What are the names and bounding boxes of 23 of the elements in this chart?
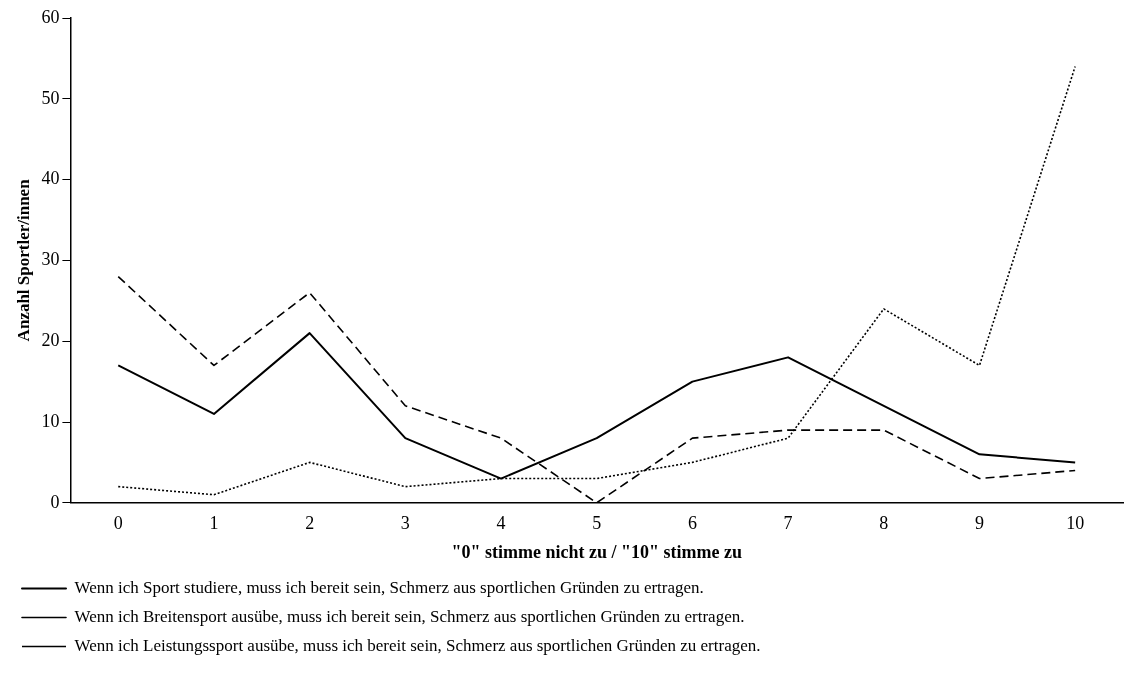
x-tick-label: 5 [592, 513, 602, 534]
legend-label: Wenn ich Breitensport ausübe, muss ich bereit sein, Schmerz aus sportlichen Gründen zu ertragen. [74, 606, 745, 626]
y-tick-label: 0 [50, 491, 60, 512]
x-tick-label: 10 [1066, 513, 1085, 534]
x-tick-label: 8 [879, 513, 889, 534]
legend-label: Wenn ich Sport studiere, muss ich bereit sein, Schmerz aus sportlichen Gründen zu ertragen. [74, 577, 704, 597]
x-tick-label: 1 [209, 513, 219, 534]
y-axis-title: Anzahl Sportler/innen [13, 178, 33, 342]
y-tick-label: 30 [41, 249, 60, 270]
x-axis-title: "0" stimme nicht zu / "10" stimme zu [451, 541, 742, 562]
x-tick-label: 9 [974, 513, 984, 534]
x-tick-label: 6 [687, 513, 697, 534]
x-tick-label: 7 [783, 513, 793, 534]
legend-label: Wenn ich Leistungssport ausübe, muss ich bereit sein, Schmerz aus sportlichen Gründen zu ertragen. [74, 635, 761, 655]
x-tick-label: 4 [496, 513, 506, 534]
y-tick-label: 20 [41, 329, 60, 350]
y-tick-label: 60 [41, 6, 60, 27]
y-tick-label: 40 [41, 168, 60, 189]
y-tick-label: 50 [41, 87, 60, 108]
y-tick-label: 10 [41, 410, 60, 431]
x-tick-label: 2 [305, 513, 315, 534]
x-tick-label: 3 [400, 513, 410, 534]
x-tick-label: 0 [113, 513, 123, 534]
